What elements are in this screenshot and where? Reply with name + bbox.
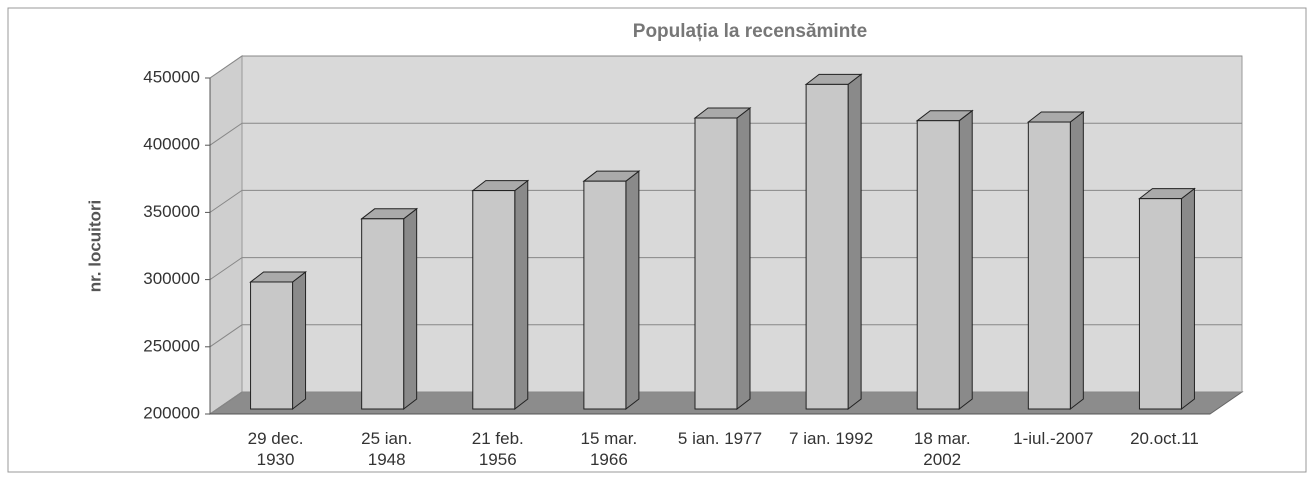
bar bbox=[250, 281, 294, 410]
bar-side bbox=[1069, 111, 1084, 411]
x-tick-label: 25 ian. 1948 bbox=[361, 429, 413, 469]
bar-side bbox=[292, 270, 307, 411]
x-tick-label: 5 ian. 1977 bbox=[677, 429, 763, 448]
bar-side bbox=[958, 109, 973, 411]
bar bbox=[583, 180, 627, 410]
bar bbox=[1138, 198, 1182, 410]
bar-side bbox=[514, 179, 529, 411]
chart-title: Populația la recensăminte bbox=[633, 21, 867, 42]
grid-line bbox=[209, 324, 1242, 348]
grid-line bbox=[209, 391, 1242, 415]
bar-side bbox=[736, 106, 751, 411]
y-tick-label: 250000 bbox=[143, 336, 200, 355]
bar-side bbox=[847, 73, 862, 411]
grid-line bbox=[209, 55, 1242, 79]
grid-line bbox=[209, 122, 1242, 146]
x-tick-label: 29 dec. 1930 bbox=[247, 429, 304, 469]
x-tick-label: 21 feb. 1956 bbox=[471, 429, 524, 469]
x-tick-label: 1-iul.-2007 bbox=[1013, 429, 1094, 448]
grid-line bbox=[209, 189, 1242, 213]
y-tick-label: 200000 bbox=[143, 403, 200, 422]
bar-side bbox=[625, 170, 640, 411]
bar bbox=[805, 83, 849, 410]
x-tick-label: 15 mar. 1966 bbox=[580, 429, 638, 469]
grid-line bbox=[209, 257, 1242, 281]
bar bbox=[472, 190, 516, 410]
bar bbox=[916, 120, 960, 410]
y-tick-label: 350000 bbox=[143, 202, 200, 221]
bar bbox=[361, 218, 405, 410]
x-tick-label: 20.oct.11 bbox=[1130, 429, 1199, 448]
y-tick-label: 400000 bbox=[143, 135, 200, 154]
bar-side bbox=[403, 207, 418, 411]
y-tick-label: 300000 bbox=[143, 269, 200, 288]
x-tick-label: 18 mar. 2002 bbox=[913, 429, 971, 469]
x-tick-label: 7 ian. 1992 bbox=[789, 429, 874, 448]
bar bbox=[1027, 121, 1071, 410]
y-axis-label: nr. locuitori bbox=[85, 200, 104, 293]
bar bbox=[694, 117, 738, 410]
side-wall bbox=[209, 55, 243, 415]
bar-side bbox=[1180, 187, 1195, 411]
y-tick-label: 450000 bbox=[143, 67, 200, 86]
